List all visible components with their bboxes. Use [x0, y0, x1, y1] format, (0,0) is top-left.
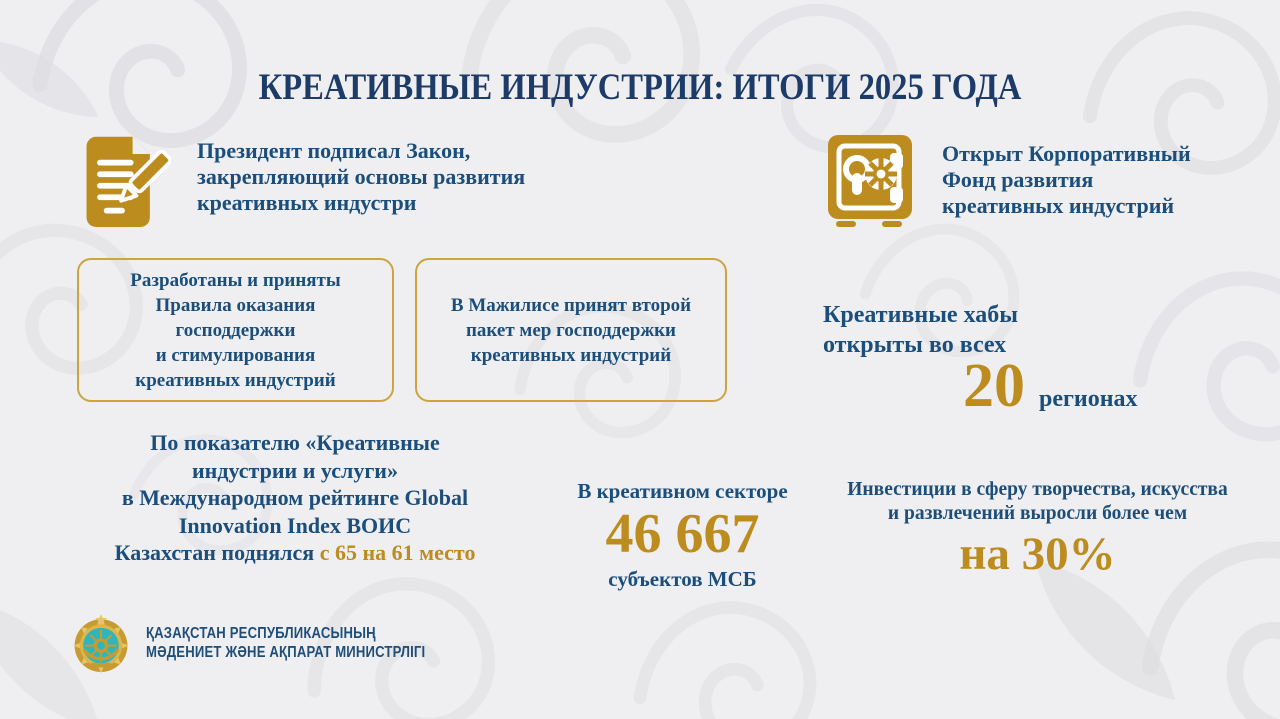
- fact-law-signed-text: Президент подписал Закон, закрепляющий о…: [197, 138, 525, 216]
- card-line: пакет мер господдержки: [465, 319, 676, 341]
- stat-creative-hubs-value: 20 регионах: [823, 354, 1223, 418]
- card-line: В Мажилисе принят второй: [450, 294, 692, 316]
- ministry-name: ҚАЗАҚСТАН РЕСПУБЛИКАСЫНЫҢ МӘДЕНИЕТ ЖӘНЕ …: [146, 624, 425, 662]
- fact-law-signed: Президент подписал Закон, закрепляющий о…: [75, 130, 525, 228]
- document-pencil-icon: [86, 136, 171, 227]
- gii-rank-highlight: с 65 на 61 место: [319, 540, 476, 565]
- hubs-number: 20: [963, 352, 1025, 420]
- card-mazhilis-package: В Мажилисе принят второй пакет мер госпо…: [415, 258, 727, 402]
- fact-fund-line: креативных индустрий: [942, 193, 1175, 218]
- stat-creative-hubs: Креативные хабы открыты во всех 20 регио…: [823, 300, 1223, 418]
- gii-line: Innovation Index ВОИС: [178, 512, 412, 538]
- safe-icon: [828, 135, 912, 227]
- investments-text: Инвестиции в сферу творчества, искусства…: [825, 478, 1250, 526]
- fact-fund-line: Открыт Корпоративный: [942, 141, 1191, 166]
- kazakhstan-emblem-icon: [73, 613, 129, 674]
- hubs-line: открыты во всех: [823, 332, 1007, 358]
- card-line: господдержки: [175, 319, 296, 341]
- card-state-support-rules-text: Разработаны и приняты Правила оказания г…: [130, 268, 340, 393]
- card-line: и стимулирования: [155, 344, 316, 366]
- fact-law-line: закрепляющий основы развития: [197, 164, 526, 189]
- hubs-suffix: регионах: [1039, 386, 1138, 412]
- fact-fund-line: Фонд развития: [942, 167, 1094, 192]
- ministry-name-line: ҚАЗАҚСТАН РЕСПУБЛИКАСЫНЫҢ: [146, 625, 376, 642]
- card-line: креативных индустрий: [470, 344, 672, 366]
- card-line: Правила оказания: [155, 294, 316, 316]
- msb-number: 46 667: [605, 503, 760, 565]
- msb-label-bottom: субъектов МСБ: [608, 567, 757, 591]
- investments-line: и развлечений выросли более чем: [887, 503, 1188, 524]
- page-title: КРЕАТИВНЫЕ ИНДУСТРИИ: ИТОГИ 2025 ГОДА: [258, 67, 1022, 108]
- investments-line: Инвестиции в сферу творчества, искусства: [847, 479, 1228, 500]
- fact-corporate-fund: Открыт Корпоративный Фонд развития креат…: [820, 131, 1191, 231]
- stat-global-innovation-index: По показателю «Креативные индустрии и ус…: [60, 429, 530, 567]
- card-state-support-rules: Разработаны и приняты Правила оказания г…: [77, 258, 394, 402]
- fact-law-line: Президент подписал Закон,: [197, 138, 471, 163]
- msb-label-top: В креативном секторе: [577, 479, 788, 503]
- gii-line: индустрии и услуги»: [191, 457, 398, 483]
- fact-law-line: креативных индустри: [197, 190, 417, 215]
- ministry-name-line: МӘДЕНИЕТ ЖӘНЕ АҚПАРАТ МИНИСТРЛІГІ: [146, 644, 426, 661]
- investments-highlight: на 30%: [959, 528, 1116, 580]
- gii-line: По показателю «Креативные: [150, 430, 440, 455]
- card-line: Разработаны и приняты: [130, 269, 341, 291]
- stat-msb-subjects: В креативном секторе 46 667 субъектов МС…: [545, 479, 820, 591]
- card-line: креативных индустрий: [135, 369, 336, 391]
- gii-last-line: Казахстан поднялся с 65 на 61 место: [60, 539, 530, 567]
- stat-investments: Инвестиции в сферу творчества, искусства…: [825, 478, 1250, 579]
- footer-ministry: ҚАЗАҚСТАН РЕСПУБЛИКАСЫНЫҢ МӘДЕНИЕТ ЖӘНЕ …: [68, 610, 487, 676]
- hubs-line: Креативные хабы: [823, 302, 1018, 328]
- fact-fund-text: Открыт Корпоративный Фонд развития креат…: [942, 141, 1191, 219]
- gii-line: в Международном рейтинге Global: [121, 485, 469, 510]
- stat-creative-hubs-text: Креативные хабы открыты во всех: [823, 300, 1223, 360]
- card-mazhilis-package-text: В Мажилисе принят второй пакет мер госпо…: [451, 293, 691, 368]
- gii-last-line-prefix: Казахстан поднялся: [114, 540, 320, 565]
